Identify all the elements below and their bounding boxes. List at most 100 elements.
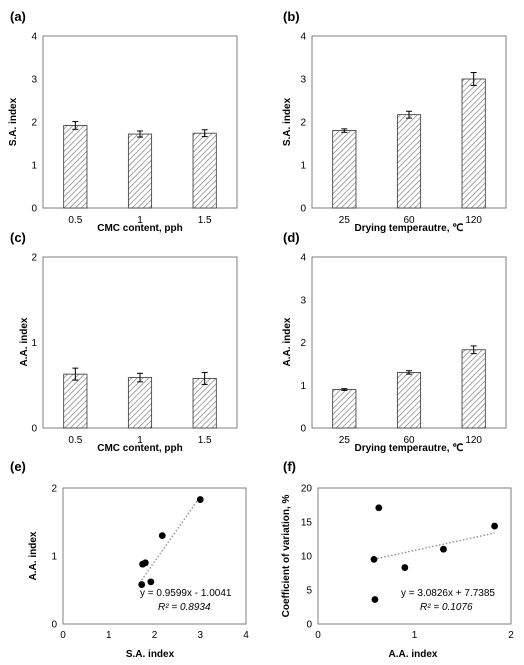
x-tick-label: 1.5 (198, 215, 212, 226)
data-point (401, 564, 409, 571)
bar (127, 377, 153, 429)
y-tick-label: 4 (300, 32, 306, 43)
panel-label: (d) (283, 230, 300, 245)
y-tick-label: 0 (31, 204, 37, 215)
x-tick-label: 25 (339, 435, 351, 446)
x-tick-label: 60 (403, 435, 415, 446)
data-point (375, 504, 383, 512)
plot-frame (317, 487, 512, 625)
x-axis-label: Drying temperautre, ℃ (354, 443, 463, 454)
x-tick-label: 2 (152, 630, 158, 641)
x-tick-label: 3 (197, 630, 203, 641)
y-tick-label: 4 (31, 32, 37, 43)
x-axis-label: CMC content, pph (97, 223, 183, 234)
y-tick-label: 0 (300, 424, 306, 435)
bar (63, 373, 88, 429)
data-point (158, 532, 166, 539)
y-tick-label: 2 (31, 253, 37, 264)
y-axis-label: A.A. index (28, 531, 39, 580)
trendline-equation: y = 0.9599x - 1.0041 (140, 588, 232, 599)
y-axis-label: A.A. index (19, 317, 30, 366)
bar (63, 125, 88, 209)
panel-b: (b) S.A. index Drying temperautre, ℃ 012… (282, 9, 507, 234)
trendline (141, 496, 201, 581)
panel-a: (a) S.A. index CMC content, pph 0 1 2 3 4 0.5… (8, 9, 238, 234)
plot-frame (62, 487, 247, 625)
y-tick-label: 0 (300, 204, 306, 215)
y-tick-label: 1 (300, 161, 306, 172)
x-axis-label: S.A. index (126, 649, 175, 660)
data-point (370, 556, 378, 563)
y-tick-label: 4 (300, 253, 306, 264)
bar (192, 132, 217, 209)
data-point (491, 522, 498, 530)
y-axis-label: A.A. index (282, 317, 293, 366)
bar (396, 372, 422, 429)
y-tick-label: 2 (300, 338, 306, 349)
bar (332, 130, 357, 209)
x-tick-label: 1 (412, 630, 418, 641)
y-axis-label: S.A. index (282, 97, 293, 146)
bar (396, 114, 422, 209)
data-point (371, 596, 379, 603)
x-tick-label: 60 (403, 215, 415, 226)
y-tick-label: 1 (300, 381, 306, 392)
y-tick-label: 2 (31, 118, 37, 129)
panel-label: (e) (10, 459, 26, 474)
x-tick-label: 1 (137, 435, 143, 446)
panel-c: (c) A.A. index CMC content, pph 0 1 2 0.5 1 1… (10, 230, 238, 454)
data-point (147, 578, 155, 586)
x-tick-label: 4 (243, 630, 249, 641)
data-point (440, 545, 447, 553)
panel-d: (d) A.A. index Drying temperautre, ℃ 012… (282, 230, 507, 454)
y-axis-label: S.A. index (8, 97, 19, 146)
bar (192, 378, 217, 429)
y-tick-label: 0 (306, 620, 312, 631)
data-point (138, 581, 146, 588)
bar (461, 349, 486, 429)
x-tick-label: 120 (465, 215, 482, 226)
panel-label: (f) (283, 459, 296, 474)
panel-label: (b) (283, 9, 300, 24)
x-tick-label: 1 (137, 215, 143, 226)
trendline (373, 532, 495, 560)
y-tick-label: 0 (31, 424, 37, 435)
bar (127, 133, 153, 209)
y-tick-label: 1 (31, 161, 37, 172)
x-tick-label: 1.5 (198, 435, 212, 446)
panel-f: (f) Coefficient of variation, % A.A. ind… (281, 459, 514, 660)
y-tick-label: 3 (31, 75, 37, 86)
x-tick-label: 2 (508, 630, 514, 641)
y-tick-label: 2 (300, 118, 306, 129)
y-tick-label: 3 (300, 295, 306, 306)
r-squared: R² = 0.1076 (420, 602, 473, 613)
x-axis-label: A.A. index (389, 649, 438, 660)
y-tick-label: 2 (51, 484, 57, 495)
y-tick-label: 3 (300, 75, 306, 86)
bar (461, 78, 486, 209)
y-tick-label: 0 (51, 620, 57, 631)
y-tick-label: 5 (306, 586, 312, 597)
x-tick-label: 0 (60, 630, 66, 641)
x-tick-label: 0.5 (68, 435, 82, 446)
trendline-equation: y = 3.0826x + 7.7385 (401, 588, 495, 599)
bar (332, 389, 357, 429)
y-axis-label: Coefficient of variation, % (281, 494, 292, 617)
panel-e: (e) A.A. index S.A. index y = 0.9599x - … (10, 459, 249, 660)
x-tick-label: 0.5 (68, 215, 82, 226)
panel-label: (c) (10, 230, 26, 245)
x-tick-label: 1 (106, 630, 112, 641)
r-squared: R² = 0.8934 (158, 602, 211, 613)
data-point (141, 559, 149, 567)
x-tick-label: 120 (465, 435, 482, 446)
x-tick-label: 25 (339, 215, 351, 226)
y-tick-label: 20 (301, 484, 313, 495)
y-tick-label: 10 (301, 552, 313, 563)
x-axis-label: CMC content, pph (97, 443, 183, 454)
panel-label: (a) (10, 9, 26, 24)
x-axis-label: Drying temperautre, ℃ (354, 223, 463, 234)
y-tick-label: 15 (301, 518, 313, 529)
y-tick-label: 1 (51, 552, 57, 563)
y-tick-label: 1 (31, 338, 37, 349)
